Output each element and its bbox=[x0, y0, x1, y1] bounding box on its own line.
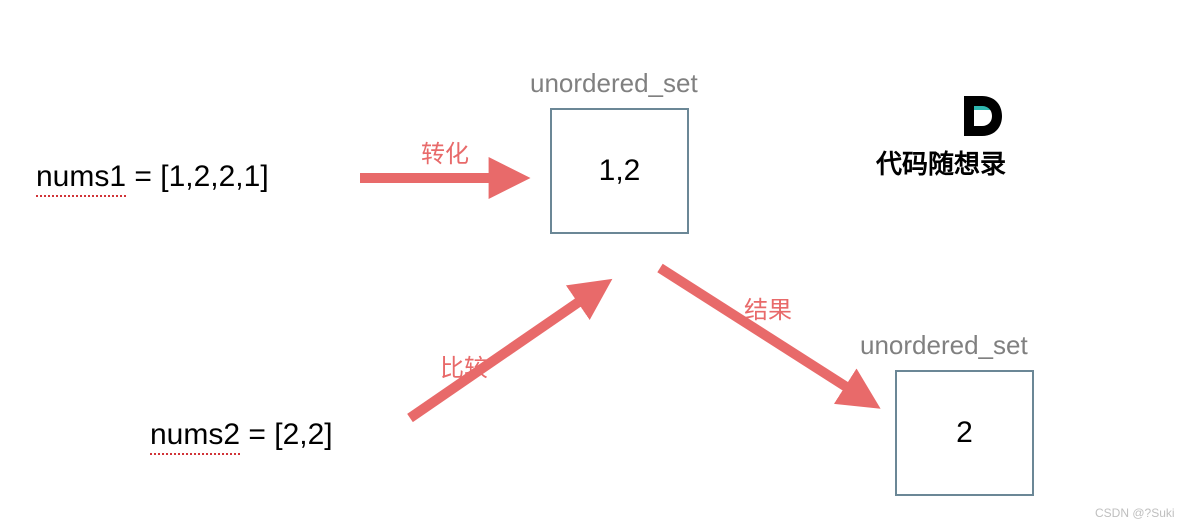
logo-icon bbox=[960, 96, 1006, 141]
diagram-stage: nums1 = [1,2,2,1] nums2 = [2,2] unordere… bbox=[0, 0, 1188, 522]
nums2-value: = [2,2] bbox=[240, 418, 333, 451]
label-convert: 转化 bbox=[421, 134, 469, 169]
set1-box: 1,2 bbox=[550, 108, 689, 234]
arrow-compare bbox=[410, 286, 602, 418]
nums1-var: nums1 bbox=[36, 160, 126, 197]
nums1-node: nums1 = [1,2,2,1] bbox=[36, 160, 269, 194]
arrow-result bbox=[660, 268, 870, 402]
nums2-node: nums2 = [2,2] bbox=[150, 418, 333, 452]
set2-box-text: 2 bbox=[956, 416, 973, 450]
set1-label: unordered_set bbox=[530, 68, 698, 99]
set2-label: unordered_set bbox=[860, 330, 1028, 361]
logo-text: 代码随想录 bbox=[876, 144, 1006, 181]
label-result: 结果 bbox=[744, 290, 792, 325]
nums2-var: nums2 bbox=[150, 418, 240, 455]
nums1-value: = [1,2,2,1] bbox=[126, 160, 269, 193]
label-compare: 比较 bbox=[440, 348, 488, 383]
watermark: CSDN @?Suki bbox=[1095, 506, 1175, 520]
set1-box-text: 1,2 bbox=[599, 154, 641, 188]
set2-box: 2 bbox=[895, 370, 1034, 496]
